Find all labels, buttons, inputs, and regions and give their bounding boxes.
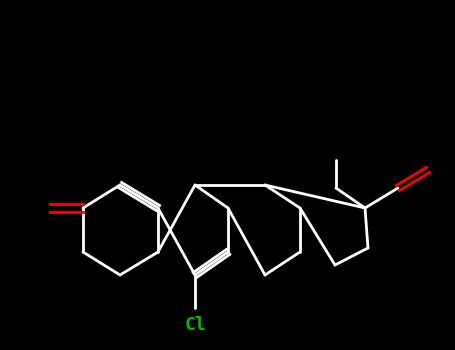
Text: Cl: Cl xyxy=(184,316,206,334)
